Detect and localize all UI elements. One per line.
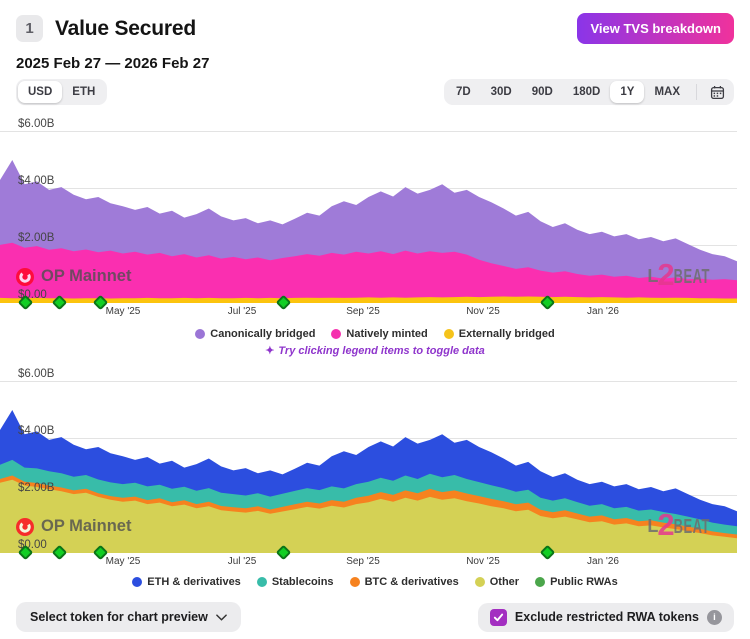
- x-axis-label: Jul '25: [227, 556, 257, 567]
- legend-dot: [474, 577, 485, 587]
- x-axis-label: May '25: [105, 306, 141, 317]
- range-option-7d[interactable]: 7D: [446, 81, 481, 103]
- unit-option-usd[interactable]: USD: [18, 81, 63, 103]
- bridge-type-legend: Canonically bridged Natively minted Extern…: [0, 328, 750, 340]
- range-option-max[interactable]: MAX: [644, 81, 690, 103]
- y-axis-label: $4.00B: [18, 425, 55, 437]
- sparkle-icon: ✦: [265, 345, 275, 357]
- legend-label: ETH & derivatives: [147, 576, 241, 588]
- exclude-rwa-control[interactable]: Exclude restricted RWA tokens i: [477, 602, 734, 632]
- legend-dot: [132, 577, 143, 587]
- exclude-rwa-label: Exclude restricted RWA tokens: [514, 610, 699, 624]
- y-axis-label: $2.00B: [18, 232, 55, 244]
- range-option-90d[interactable]: 90D: [522, 81, 563, 103]
- legend-label: Other: [489, 576, 520, 588]
- legend-dot: [535, 577, 546, 587]
- legend-label: Natively minted: [346, 328, 428, 340]
- area-natively-minted[interactable]: [0, 242, 737, 303]
- y-axis-label: $4.00B: [18, 175, 55, 187]
- token-select-dropdown[interactable]: Select token for chart preview: [16, 602, 241, 632]
- legend-dot: [195, 329, 206, 339]
- check-icon: [493, 613, 504, 621]
- legend-dot: [331, 329, 342, 339]
- legend-item-eth-derivatives[interactable]: ETH & derivatives: [132, 576, 241, 588]
- legend-label: BTC & derivatives: [364, 576, 459, 588]
- x-axis-label: Jul '25: [227, 306, 257, 317]
- legend-item-public-rwas[interactable]: Public RWAs: [535, 576, 618, 588]
- footer-controls: Select token for chart preview Exclude r…: [0, 602, 750, 632]
- legend-label: Externally bridged: [458, 328, 555, 340]
- y-axis-label: $6.00B: [18, 118, 55, 130]
- legend-item-natively-minted[interactable]: Natively minted: [331, 328, 428, 340]
- legend-dot: [256, 577, 267, 587]
- legend-item-btc-derivatives[interactable]: BTC & derivatives: [349, 576, 459, 588]
- section-number-badge: 1: [16, 15, 43, 42]
- calendar-button[interactable]: [703, 82, 732, 103]
- date-range-label: 2025 Feb 27 — 2026 Feb 27: [16, 55, 210, 72]
- legend-hint-text: Try clicking legend items to toggle data: [278, 344, 485, 357]
- legend-label: Public RWAs: [550, 576, 618, 588]
- y-axis-label: $6.00B: [18, 368, 55, 380]
- range-selector: 7D 30D 90D 180D 1Y MAX: [443, 79, 734, 105]
- x-axis-label: Nov '25: [466, 306, 500, 317]
- x-axis-label: May '25: [105, 556, 141, 567]
- x-axis-label: Jan '26: [587, 556, 619, 567]
- legend-hint: ✦ Try clicking legend items to toggle da…: [0, 344, 750, 358]
- token-category-stacked-area-plot[interactable]: [0, 381, 737, 553]
- legend-item-externally-bridged[interactable]: Externally bridged: [443, 328, 555, 340]
- unit-toggle: USD ETH: [16, 79, 108, 105]
- unit-option-eth[interactable]: ETH: [62, 81, 105, 103]
- chart-controls: USD ETH 7D 30D 90D 180D 1Y MAX: [0, 72, 750, 105]
- view-tvs-breakdown-button[interactable]: View TVS breakdown: [577, 13, 734, 44]
- legend-label: Stablecoins: [271, 576, 334, 588]
- x-axis-label: Jan '26: [587, 306, 619, 317]
- token-select-label: Select token for chart preview: [30, 610, 208, 624]
- x-axis-label: Sep '25: [346, 306, 380, 317]
- header: 1 Value Secured View TVS breakdown: [0, 0, 750, 46]
- exclude-rwa-checkbox[interactable]: [489, 608, 507, 626]
- token-category-chart[interactable]: OP Mainnet L 2 BEAT $6.00B $4.00B $2.00B $0.0…: [0, 367, 750, 568]
- area-other[interactable]: [0, 479, 737, 553]
- range-divider: [696, 84, 697, 100]
- legend-dot: [349, 577, 360, 587]
- legend-item-stablecoins[interactable]: Stablecoins: [256, 576, 334, 588]
- range-option-30d[interactable]: 30D: [481, 81, 522, 103]
- info-icon[interactable]: i: [707, 609, 722, 625]
- x-axis-label: Nov '25: [466, 556, 500, 567]
- range-option-1y[interactable]: 1Y: [610, 81, 645, 103]
- legend-item-other[interactable]: Other: [474, 576, 520, 588]
- legend-dot: [443, 329, 454, 339]
- chevron-down-icon: [216, 613, 227, 621]
- legend-label: Canonically bridged: [210, 328, 316, 340]
- bridge-type-chart[interactable]: OP Mainnet L 2 BEAT $6.00B $4.00B $2.00B $0.0…: [0, 117, 750, 318]
- y-axis-label: $2.00B: [18, 482, 55, 494]
- range-option-180d[interactable]: 180D: [563, 81, 611, 103]
- x-axis-label: Sep '25: [346, 556, 380, 567]
- page-title: Value Secured: [55, 16, 196, 40]
- token-category-legend: ETH & derivatives Stablecoins BTC & deriva…: [0, 576, 750, 588]
- calendar-icon: [710, 85, 725, 99]
- legend-item-canonically-bridged[interactable]: Canonically bridged: [195, 328, 315, 340]
- bridge-type-stacked-area-plot[interactable]: [0, 131, 737, 303]
